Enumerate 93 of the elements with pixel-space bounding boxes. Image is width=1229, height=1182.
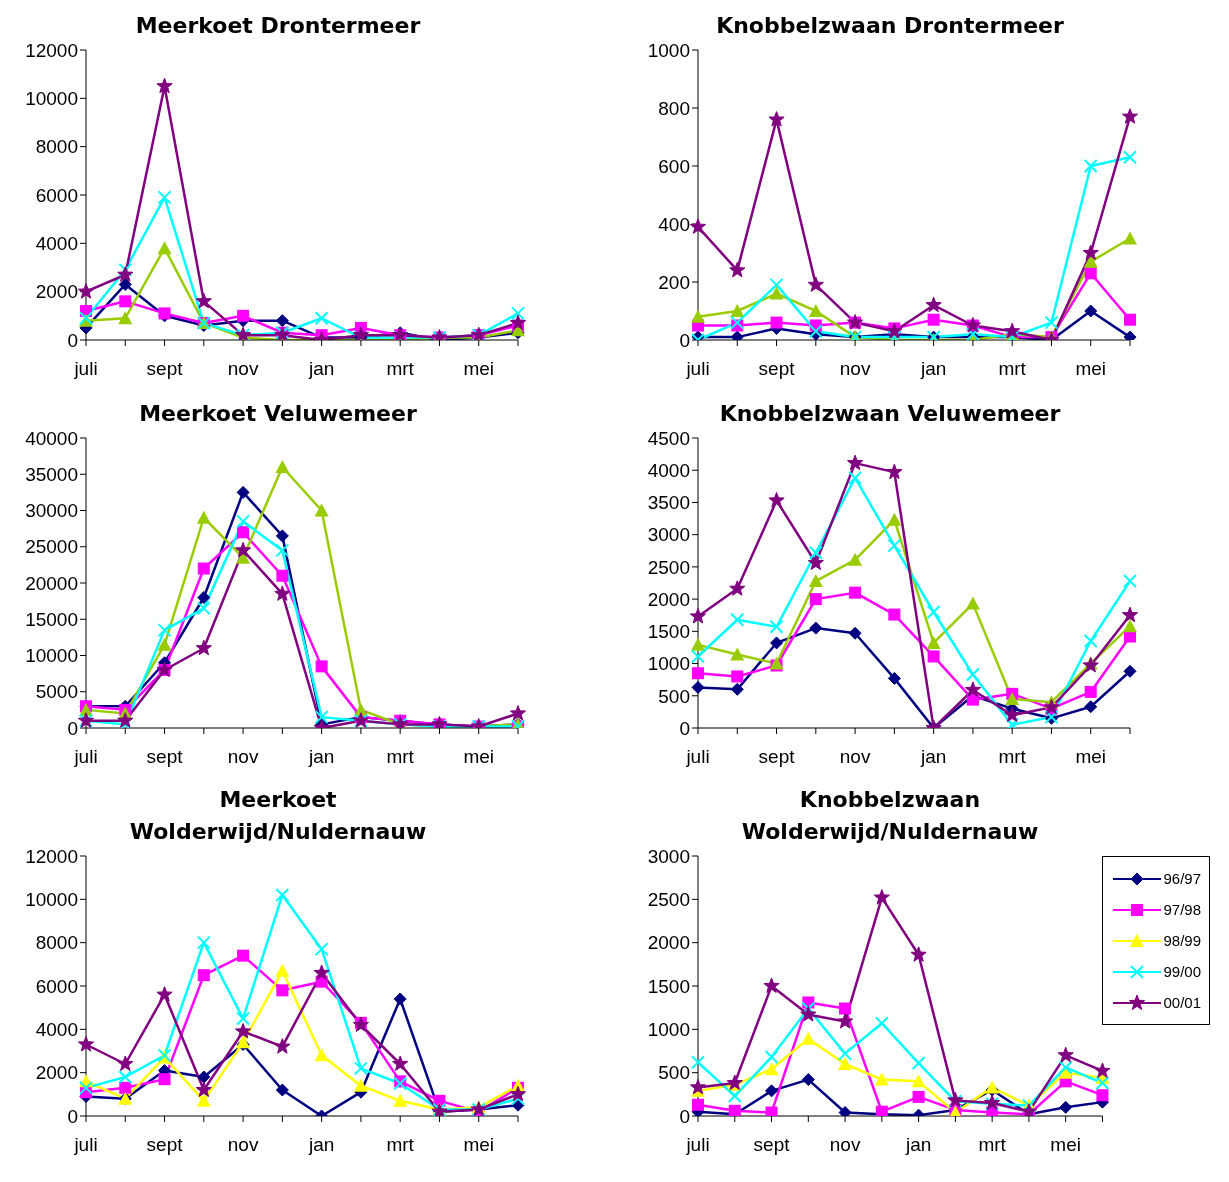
y-tick-label: 6000 xyxy=(35,184,78,206)
x-tick-label: nov xyxy=(227,1134,259,1156)
chart-title: Meerkoet Veluwemeer xyxy=(139,401,417,426)
y-tick-label: 4000 xyxy=(35,1019,78,1041)
x-tick-label: nov xyxy=(227,746,259,768)
y-tick-label: 0 xyxy=(679,329,690,351)
y-tick-label: 10000 xyxy=(25,645,78,667)
x-tick-label: mei xyxy=(1075,746,1107,768)
y-tick-label: 10000 xyxy=(25,88,78,110)
x-tick-label: sept xyxy=(146,746,184,768)
x-tick-label: mrt xyxy=(978,1134,1007,1156)
x-tick-label: nov xyxy=(839,358,871,380)
x-tick-label: sept xyxy=(146,358,184,380)
x-tick-label: juli xyxy=(73,358,98,380)
y-tick-label: 0 xyxy=(679,1105,690,1127)
y-tick-label: 4000 xyxy=(647,459,690,481)
y-tick-label: 3000 xyxy=(647,524,690,546)
y-tick-label: 4500 xyxy=(647,427,690,449)
y-tick-label: 2000 xyxy=(35,1062,78,1084)
y-tick-label: 2000 xyxy=(647,588,690,610)
x-tick-label: mei xyxy=(463,358,495,380)
y-tick-label: 500 xyxy=(658,1062,690,1084)
x-tick-label: mrt xyxy=(998,746,1027,768)
x-tick-label: mei xyxy=(463,1134,495,1156)
y-tick-label: 1000 xyxy=(647,1019,690,1041)
y-tick-label: 3000 xyxy=(647,845,690,867)
y-tick-label: 25000 xyxy=(25,536,78,558)
y-tick-label: 4000 xyxy=(35,233,78,255)
x-tick-label: juli xyxy=(73,746,98,768)
x-tick-label: jan xyxy=(919,358,947,380)
y-tick-label: 5000 xyxy=(35,681,78,703)
x-tick-label: juli xyxy=(685,358,710,380)
x-tick-label: juli xyxy=(685,746,710,768)
legend-label: 96/97 xyxy=(1163,870,1201,887)
y-tick-label: 12000 xyxy=(25,845,78,867)
y-tick-label: 2500 xyxy=(647,889,690,911)
y-tick-label: 2500 xyxy=(647,556,690,578)
chart-title: Meerkoet Wolderwijd/Nuldernauw xyxy=(128,786,428,844)
x-tick-label: jan xyxy=(919,746,947,768)
y-tick-label: 1500 xyxy=(647,621,690,643)
x-tick-label: juli xyxy=(73,1134,98,1156)
x-tick-label: jan xyxy=(307,746,335,768)
chart-title: Knobbelzwaan Drontermeer xyxy=(716,13,1064,38)
chart-title: Meerkoet Drontermeer xyxy=(135,13,421,38)
y-tick-label: 40000 xyxy=(25,427,78,449)
x-tick-label: mei xyxy=(1075,358,1107,380)
chart-title: Knobbelzwaan Veluwemeer xyxy=(719,401,1061,426)
x-tick-label: juli xyxy=(685,1134,710,1156)
legend-label: 98/99 xyxy=(1163,932,1201,949)
y-tick-label: 8000 xyxy=(35,136,78,158)
x-tick-label: sept xyxy=(146,1134,184,1156)
y-tick-label: 0 xyxy=(679,717,690,739)
y-tick-label: 0 xyxy=(67,329,78,351)
y-tick-label: 600 xyxy=(658,155,690,177)
y-tick-label: 1000 xyxy=(647,653,690,675)
y-tick-label: 15000 xyxy=(25,608,78,630)
y-tick-label: 200 xyxy=(658,271,690,293)
x-tick-label: sept xyxy=(758,358,796,380)
x-tick-label: jan xyxy=(904,1134,932,1156)
y-tick-label: 1000 xyxy=(647,39,690,61)
y-tick-label: 6000 xyxy=(35,975,78,997)
y-tick-label: 10000 xyxy=(25,889,78,911)
y-tick-label: 400 xyxy=(658,213,690,235)
chart-title: Knobbelzwaan Wolderwijd/Nuldernauw xyxy=(740,786,1040,844)
y-tick-label: 500 xyxy=(658,685,690,707)
x-tick-label: nov xyxy=(227,358,259,380)
legend-label: 97/98 xyxy=(1163,901,1201,918)
y-tick-label: 35000 xyxy=(25,463,78,485)
x-tick-label: mrt xyxy=(998,358,1027,380)
y-tick-label: 2000 xyxy=(647,932,690,954)
x-tick-label: sept xyxy=(753,1134,791,1156)
x-tick-label: nov xyxy=(829,1134,861,1156)
y-tick-label: 12000 xyxy=(25,39,78,61)
y-tick-label: 30000 xyxy=(25,500,78,522)
legend-label: 99/00 xyxy=(1163,963,1201,980)
x-tick-label: mrt xyxy=(386,358,415,380)
x-tick-label: mrt xyxy=(386,746,415,768)
y-tick-label: 0 xyxy=(67,1105,78,1127)
x-tick-label: sept xyxy=(758,746,796,768)
y-tick-label: 0 xyxy=(67,717,78,739)
y-tick-label: 3500 xyxy=(647,492,690,514)
x-tick-label: jan xyxy=(307,1134,335,1156)
y-tick-label: 8000 xyxy=(35,932,78,954)
x-tick-label: jan xyxy=(307,358,335,380)
y-tick-label: 2000 xyxy=(35,281,78,303)
x-tick-label: mrt xyxy=(386,1134,415,1156)
y-tick-label: 1500 xyxy=(647,975,690,997)
y-tick-label: 20000 xyxy=(25,572,78,594)
x-tick-label: mei xyxy=(1050,1134,1081,1156)
legend-label: 00/01 xyxy=(1163,994,1201,1011)
x-tick-label: mei xyxy=(463,746,495,768)
x-tick-label: nov xyxy=(839,746,871,768)
y-tick-label: 800 xyxy=(658,97,690,119)
